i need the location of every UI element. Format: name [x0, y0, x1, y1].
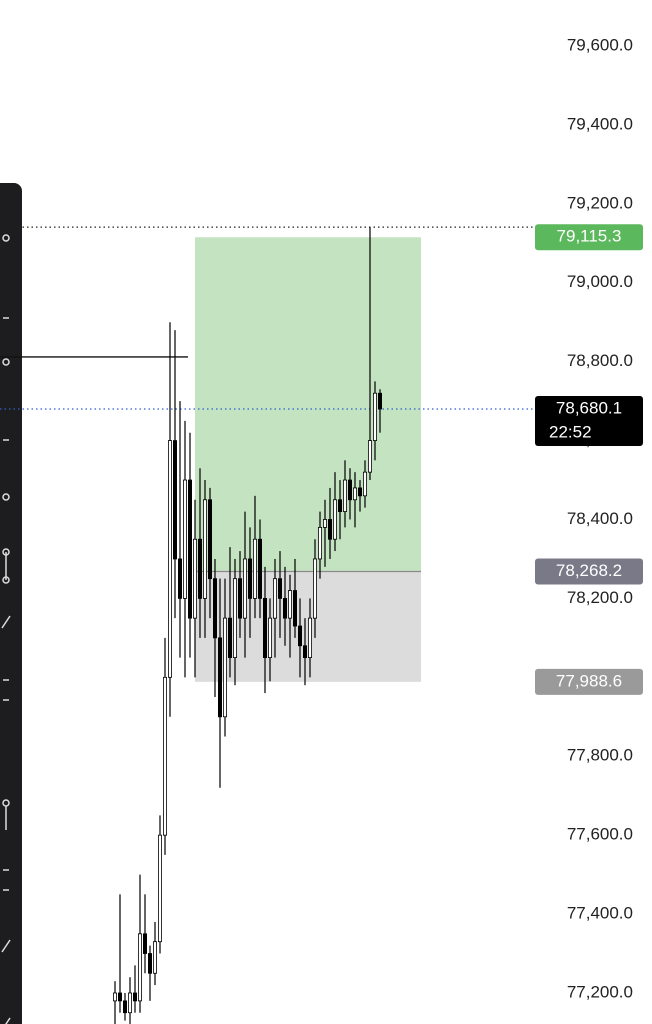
- price-tag: [535, 395, 643, 446]
- candle-body: [282, 598, 287, 619]
- candle-body: [172, 440, 177, 560]
- candle-body: [277, 578, 282, 599]
- candle-body: [367, 440, 372, 473]
- y-tick-label: 79,600.0: [567, 35, 633, 54]
- candle-body: [137, 933, 142, 1002]
- candle-body: [302, 645, 307, 658]
- candle-body: [287, 590, 292, 619]
- candle-body: [262, 598, 267, 658]
- y-tick-label: 79,000.0: [567, 272, 633, 291]
- candle-body: [207, 499, 212, 580]
- candle-body: [222, 617, 227, 718]
- candle-body: [347, 479, 352, 501]
- candle-body: [212, 578, 217, 639]
- y-tick-label: 78,200.0: [567, 588, 633, 607]
- y-tick-label: 77,800.0: [567, 746, 633, 765]
- countdown: 22:52: [549, 422, 592, 441]
- y-tick-label: 78,400.0: [567, 509, 633, 528]
- candle-body: [332, 499, 337, 540]
- candle-body: [182, 479, 187, 599]
- candle-body: [237, 578, 242, 619]
- candle-body: [247, 558, 252, 599]
- candle-body: [312, 558, 317, 619]
- candle-body: [127, 992, 132, 1014]
- candle-body: [372, 392, 377, 441]
- candle-body: [307, 617, 312, 658]
- candle-body: [357, 487, 362, 497]
- y-tick-label: 77,600.0: [567, 825, 633, 844]
- candle-body: [232, 578, 237, 658]
- candle-body: [337, 499, 342, 513]
- y-tick-label: 78,800.0: [567, 351, 633, 370]
- candle-body: [352, 487, 357, 501]
- candle-body: [317, 526, 322, 560]
- candle-body: [162, 676, 167, 836]
- tool-icon[interactable]: [2, 493, 10, 501]
- candle-body: [118, 992, 123, 1002]
- candle-body: [267, 617, 272, 658]
- candle-body: [157, 834, 162, 943]
- candle-body: [297, 625, 302, 647]
- candle-body: [192, 538, 197, 619]
- price-tag-label: 79,115.3: [557, 227, 622, 246]
- candle-body: [177, 558, 182, 599]
- candle-body: [257, 538, 262, 599]
- candle-body: [362, 471, 367, 497]
- toolbar: [0, 183, 22, 1024]
- candle-body: [132, 992, 137, 1002]
- candle-body: [217, 637, 222, 718]
- price-tag-label: 77,988.6: [556, 671, 622, 690]
- price-tag: [535, 558, 643, 585]
- tool-icon[interactable]: [2, 234, 10, 242]
- candle-body: [342, 479, 347, 513]
- candle-body: [322, 519, 327, 528]
- tool-icon[interactable]: [1, 939, 11, 953]
- candle-body: [227, 617, 232, 658]
- candle-body: [152, 941, 157, 974]
- y-tick-label: 77,400.0: [567, 904, 633, 923]
- candle-body: [252, 538, 257, 599]
- candle-body: [272, 578, 277, 619]
- candle-body: [202, 499, 207, 599]
- candle-body: [377, 392, 382, 410]
- price-tag: [535, 224, 643, 251]
- candle-body: [242, 558, 247, 619]
- price-tag-label: 78,680.1: [556, 398, 622, 417]
- toolbar-bg: [0, 183, 22, 1024]
- candle-body: [147, 953, 152, 974]
- candle-body: [142, 933, 147, 954]
- y-tick-label: 79,400.0: [567, 114, 633, 133]
- profit-zone: [195, 237, 421, 572]
- price-tag: [535, 668, 643, 695]
- candle-body: [197, 538, 202, 599]
- candle-body: [167, 440, 172, 678]
- candle-body: [187, 479, 192, 619]
- tool-icon[interactable]: [2, 576, 10, 584]
- tool-icon[interactable]: [2, 358, 10, 366]
- tool-icon[interactable]: [1, 615, 11, 629]
- y-tick-label: 77,200.0: [567, 982, 633, 1001]
- price-tag-label: 78,268.2: [556, 561, 622, 580]
- y-tick-label: 79,200.0: [567, 193, 633, 212]
- candle-body: [113, 992, 118, 1002]
- candle-body: [292, 590, 297, 627]
- candle-body: [123, 1000, 128, 1014]
- candle-body: [327, 519, 332, 540]
- tool-icon[interactable]: [2, 1017, 11, 1024]
